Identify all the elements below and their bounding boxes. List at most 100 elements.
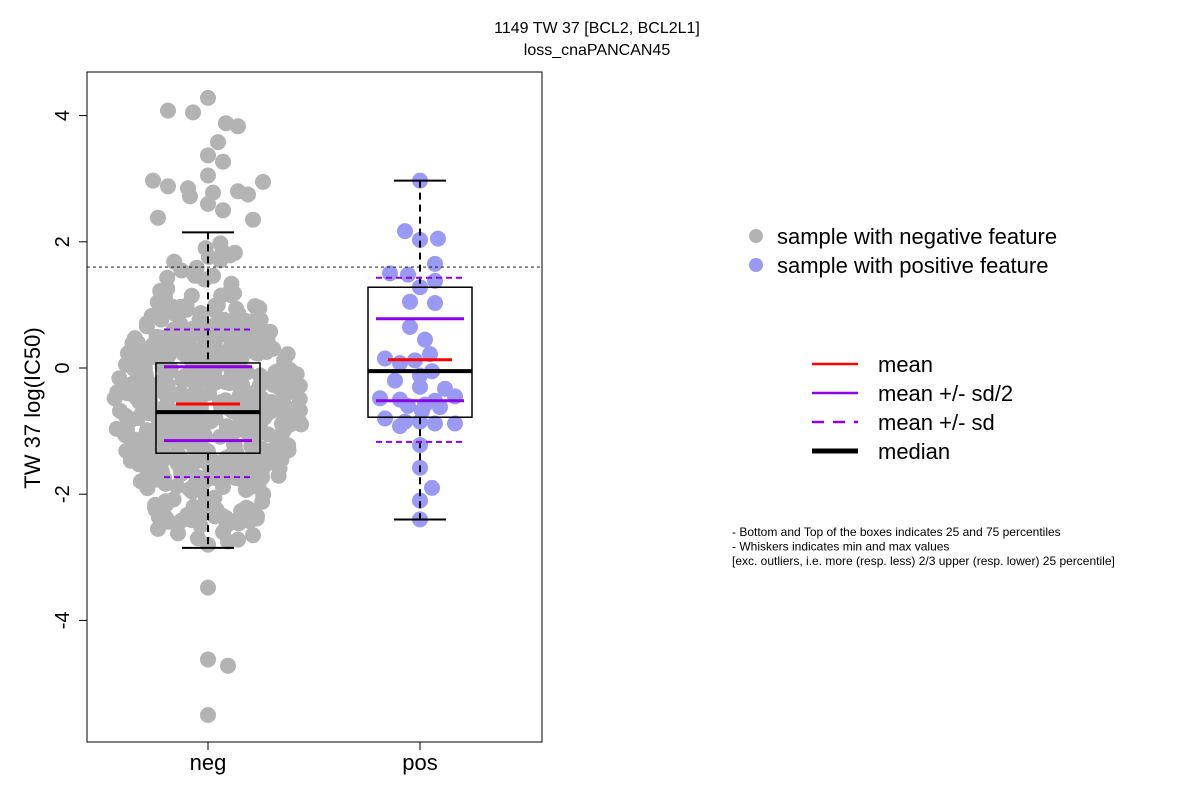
point-neg [249,393,266,410]
footnotes: - Bottom and Top of the boxes indicates … [732,525,1115,568]
point-pos [412,378,428,395]
point-neg [179,336,196,353]
point-pos [412,231,428,248]
point-pos [432,399,448,416]
y-tick-label: -2 [52,485,74,503]
point-pos [372,390,388,407]
y-tick-label: 2 [52,236,74,247]
y-axis-label: TW 37 log(IC50) [20,327,45,488]
legend-points: sample with negative feature sample with … [749,224,1057,278]
point-neg [240,186,256,203]
point-neg [143,307,160,324]
point-neg [258,372,275,389]
box-iqr [155,362,261,454]
legend-line-label: mean +/- sd/2 [878,381,1013,406]
point-neg [269,363,286,380]
y-tick-label: -4 [52,612,74,630]
point-pos [447,415,463,432]
point-neg [210,134,226,151]
point-neg [230,515,247,532]
point-neg [200,707,216,723]
point-neg [151,332,168,349]
point-neg [145,172,161,189]
point-neg [246,312,263,329]
legend-label: sample with positive feature [777,253,1048,278]
point-neg [147,501,164,518]
point-neg [231,387,248,404]
legend-label: sample with negative feature [777,224,1057,249]
point-neg [130,456,147,473]
point-neg [236,421,253,438]
point-neg [215,202,231,219]
point-neg [197,240,214,257]
point-neg [112,402,128,419]
point-neg [111,370,128,387]
point-pos [412,492,428,509]
plot-frame [86,71,543,743]
point-neg [122,441,139,458]
point-neg [255,173,271,190]
box-iqr [367,286,473,418]
point-pos [397,223,413,240]
point-neg [152,282,169,299]
point-pos [392,355,408,371]
point-pos [427,255,443,272]
point-neg [282,416,299,433]
legend-line-label: mean [878,352,933,377]
point-pos [392,418,408,435]
point-pos [422,346,438,363]
point-neg [240,500,257,517]
point-neg [245,211,261,228]
point-neg [250,299,267,316]
point-neg [220,533,236,550]
point-neg [184,320,201,337]
point-neg [108,420,125,437]
point-neg [212,428,229,445]
point-neg [200,89,216,106]
point-neg [212,235,229,252]
point-neg [132,389,148,406]
point-neg [181,481,198,498]
point-neg [150,209,166,226]
point-neg [264,446,281,462]
point-neg [227,452,244,469]
point-neg [150,520,166,537]
x-tick-label: pos [402,750,437,775]
point-neg [224,343,241,360]
point-pos [402,293,418,310]
point-neg [222,282,239,299]
point-pos [402,319,418,335]
point-neg [161,360,178,377]
point-neg [274,399,291,416]
point-neg [221,375,238,392]
point-neg [200,195,216,212]
point-neg [149,471,166,488]
point-pos [377,350,393,367]
point-neg [245,527,261,544]
point-neg [214,507,231,524]
point-neg [250,340,267,357]
point-neg [182,188,198,205]
point-neg [253,468,270,484]
point-neg [153,453,170,470]
legend-lines: mean mean +/- sd/2 mean +/- sd median [812,352,1013,464]
point-pos [377,410,393,427]
point-pos [427,415,443,432]
point-neg [170,525,186,542]
point-pos [400,266,416,283]
point-neg [192,517,209,534]
point-neg [165,321,182,338]
point-neg [173,512,190,529]
legend-line-label: median [878,439,950,464]
point-neg [160,178,176,195]
point-pos [430,230,446,247]
point-neg [289,378,306,395]
point-pos [427,295,443,311]
point-neg [119,345,136,362]
point-neg [291,391,308,408]
point-neg [178,368,195,385]
legend-marker [749,229,763,243]
point-neg [275,386,292,403]
point-neg [153,373,170,390]
